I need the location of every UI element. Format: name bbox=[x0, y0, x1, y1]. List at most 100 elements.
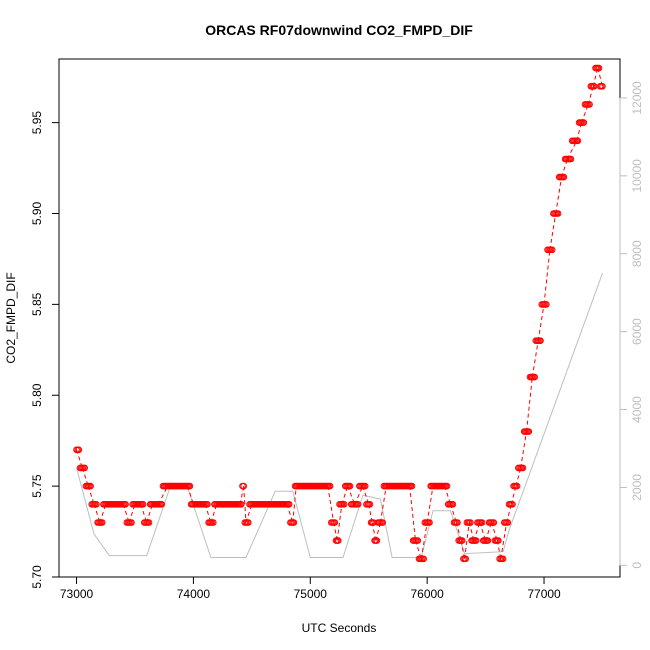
primary-series-point bbox=[525, 428, 533, 435]
primary-series-dash bbox=[327, 486, 335, 523]
primary-series-point bbox=[513, 482, 521, 490]
x-axis-label: UTC Seconds bbox=[302, 621, 377, 635]
primary-series-point bbox=[554, 210, 562, 217]
x-tick-label: 76000 bbox=[410, 587, 444, 601]
primary-series-dash bbox=[409, 486, 416, 541]
primary-series-point bbox=[574, 137, 582, 145]
primary-series-point bbox=[543, 301, 550, 308]
primary-series-point bbox=[361, 482, 369, 490]
primary-series-point bbox=[458, 537, 466, 544]
primary-series-point bbox=[599, 83, 606, 90]
primary-series-point bbox=[490, 519, 498, 526]
primary-series-point bbox=[75, 446, 83, 454]
primary-series-point bbox=[145, 519, 153, 526]
primary-series-point bbox=[285, 501, 293, 508]
y2-tick-label: 10000 bbox=[630, 159, 644, 193]
y-tick-label: 5.90 bbox=[30, 201, 44, 225]
primary-series-point bbox=[245, 519, 252, 526]
y2-tick-label: 2000 bbox=[630, 474, 644, 501]
y2-tick-label: 8000 bbox=[630, 240, 644, 267]
primary-series-point bbox=[531, 373, 539, 381]
primary-series-dash bbox=[420, 522, 428, 559]
primary-series-point bbox=[290, 519, 298, 526]
primary-series-point bbox=[537, 337, 544, 345]
y-tick-label: 5.85 bbox=[30, 292, 44, 316]
primary-series-dash bbox=[537, 304, 545, 341]
primary-series-dash bbox=[426, 486, 434, 523]
primary-series-point bbox=[128, 519, 135, 526]
primary-series-point bbox=[560, 173, 568, 181]
primary-series-dash bbox=[464, 522, 470, 559]
primary-series-dash bbox=[500, 522, 508, 559]
primary-series-point bbox=[595, 64, 603, 72]
primary-series-point bbox=[335, 537, 342, 544]
primary-series-dash bbox=[555, 177, 563, 214]
primary-series-point bbox=[478, 519, 486, 526]
primary-series-point bbox=[158, 501, 166, 508]
y2-tick-label: 12000 bbox=[630, 81, 644, 115]
y2-tick-label: 4000 bbox=[630, 396, 644, 423]
primary-series-dash bbox=[531, 340, 539, 378]
y2-tick-label: 6000 bbox=[630, 318, 644, 345]
y2-tick-label: 0 bbox=[630, 562, 644, 569]
y-tick-label: 5.70 bbox=[30, 565, 44, 589]
primary-series-group bbox=[73, 64, 606, 563]
y-axis-label: CO2_FMPD_DIF bbox=[4, 272, 18, 363]
chart-title: ORCAS RF07downwind CO2_FMPD_DIF bbox=[205, 22, 473, 38]
primary-series-point bbox=[122, 501, 129, 508]
x-tick-label: 75000 bbox=[294, 587, 328, 601]
primary-series-point bbox=[484, 537, 492, 544]
primary-series-point bbox=[93, 501, 100, 508]
primary-series-point bbox=[186, 482, 194, 490]
primary-series-dash bbox=[379, 486, 387, 523]
primary-series-point bbox=[204, 501, 211, 508]
primary-series-point bbox=[462, 555, 470, 563]
primary-series-point bbox=[414, 537, 422, 544]
primary-series-point bbox=[548, 246, 556, 254]
primary-series-point bbox=[210, 519, 217, 526]
primary-series-dash bbox=[292, 486, 297, 523]
primary-series-point bbox=[373, 537, 381, 544]
primary-series-point bbox=[340, 501, 348, 508]
primary-series-point bbox=[449, 501, 457, 508]
primary-series-dash bbox=[520, 431, 527, 469]
primary-series-point bbox=[240, 482, 247, 490]
primary-series-point bbox=[408, 482, 416, 490]
x-tick-label: 74000 bbox=[177, 587, 211, 601]
primary-series-point bbox=[87, 482, 94, 490]
primary-series-point bbox=[504, 519, 512, 526]
primary-series-point bbox=[454, 519, 461, 526]
primary-series-point bbox=[379, 519, 387, 526]
primary-series-point bbox=[346, 482, 354, 490]
secondary-series-line bbox=[76, 273, 603, 558]
y-tick-label: 5.80 bbox=[30, 383, 44, 407]
primary-series-dash bbox=[336, 504, 343, 541]
primary-series-point bbox=[354, 501, 362, 508]
primary-series-point bbox=[139, 501, 147, 508]
primary-series-point bbox=[366, 501, 374, 508]
x-tick-label: 73000 bbox=[60, 587, 94, 601]
primary-series-dash bbox=[243, 486, 247, 523]
primary-series-point bbox=[499, 555, 507, 563]
y-tick-label: 5.95 bbox=[30, 111, 44, 135]
primary-series-point bbox=[98, 519, 106, 526]
primary-series-point bbox=[580, 119, 588, 126]
primary-series-point bbox=[426, 519, 433, 526]
primary-series-dash bbox=[543, 249, 551, 305]
x-tick-label: 77000 bbox=[527, 587, 561, 601]
primary-series-point bbox=[331, 519, 339, 526]
plot-area-frame bbox=[58, 58, 621, 578]
primary-series-dash bbox=[526, 377, 533, 432]
primary-series-point bbox=[472, 537, 480, 544]
primary-series-point bbox=[238, 501, 245, 508]
axes-group: 73000 74000 75000 76000 77000 5.70 5.75 5.80 5.8… bbox=[30, 81, 644, 601]
primary-series-point bbox=[81, 464, 88, 472]
primary-series-point bbox=[467, 519, 474, 526]
primary-series-point bbox=[509, 501, 516, 508]
primary-series-point bbox=[420, 555, 428, 563]
primary-series-point bbox=[567, 155, 575, 163]
secondary-series-group bbox=[76, 273, 603, 558]
primary-series-point bbox=[586, 101, 593, 108]
